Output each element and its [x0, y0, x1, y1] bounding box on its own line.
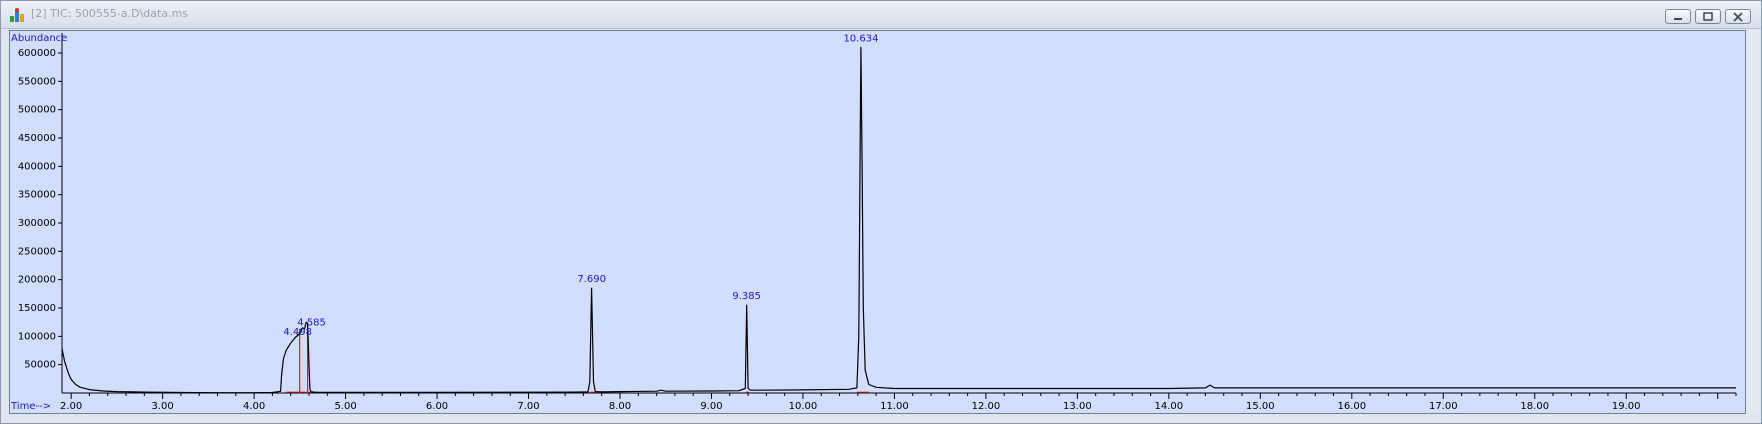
x-tick-label-14: 16.00: [1337, 401, 1366, 412]
x-tick-label-0: 2.00: [60, 401, 82, 412]
y-tick-label-5: 300000: [18, 218, 56, 229]
y-tick-label-3: 200000: [18, 275, 56, 286]
tic-trace-0[interactable]: [61, 46, 1736, 394]
window-edge: [1748, 30, 1760, 414]
x-tick-label-13: 15.00: [1246, 401, 1275, 412]
minimize-button[interactable]: [1665, 9, 1691, 24]
y-tick-label-0: 50000: [24, 360, 56, 371]
window-title: [2] TIC: 500555-a.D\data.ms: [31, 7, 189, 20]
x-tick-label-12: 14.00: [1155, 401, 1184, 412]
x-tick-label-7: 9.00: [700, 401, 722, 412]
close-button[interactable]: [1725, 9, 1751, 24]
y-axis-title: Abundance: [11, 33, 67, 44]
restore-icon: [1703, 12, 1713, 21]
y-tick-label-11: 600000: [18, 48, 56, 59]
chromatogram-chart: 50000 100000 150000 200000 250000 300000 35000…: [10, 33, 1737, 412]
x-tick-label-10: 12.00: [972, 401, 1001, 412]
title-bar[interactable]: [2] TIC: 500555-a.D\data.ms: [1, 1, 1761, 29]
y-tick-label-10: 550000: [18, 76, 56, 87]
y-tick-label-1: 100000: [18, 331, 56, 342]
peak-label-4: 10.634: [843, 33, 878, 44]
x-tick-label-9: 11.00: [880, 401, 909, 412]
x-tick-label-17: 19.00: [1612, 401, 1641, 412]
close-icon: [1733, 12, 1743, 22]
peak-label-1: 4.585: [297, 317, 326, 328]
x-tick-label-3: 5.00: [334, 401, 356, 412]
restore-button[interactable]: [1695, 9, 1721, 24]
x-tick-label-16: 18.00: [1520, 401, 1549, 412]
x-tick-label-6: 8.00: [609, 401, 631, 412]
x-tick-label-5: 7.00: [517, 401, 539, 412]
y-tick-label-4: 250000: [18, 246, 56, 257]
peak-label-3: 9.385: [732, 291, 761, 302]
y-tick-label-8: 450000: [18, 133, 56, 144]
peak-label-2: 7.690: [577, 274, 606, 285]
x-axis-title: Time-->: [10, 401, 51, 412]
x-tick-label-2: 4.00: [243, 401, 265, 412]
chromatogram-app-icon: [10, 8, 24, 22]
x-tick-label-1: 3.00: [151, 401, 173, 412]
peak-label-0: 4.498: [283, 327, 312, 338]
y-tick-label-9: 500000: [18, 105, 56, 116]
minimize-icon: [1674, 18, 1682, 20]
y-tick-label-6: 350000: [18, 190, 56, 201]
x-tick-label-11: 13.00: [1063, 401, 1092, 412]
x-tick-label-4: 6.00: [426, 401, 448, 412]
y-tick-label-2: 150000: [18, 303, 56, 314]
chromatogram-plot[interactable]: 50000 100000 150000 200000 250000 300000 35000…: [9, 30, 1746, 414]
x-tick-label-8: 10.00: [789, 401, 818, 412]
x-tick-label-15: 17.00: [1429, 401, 1458, 412]
y-tick-label-7: 400000: [18, 161, 56, 172]
